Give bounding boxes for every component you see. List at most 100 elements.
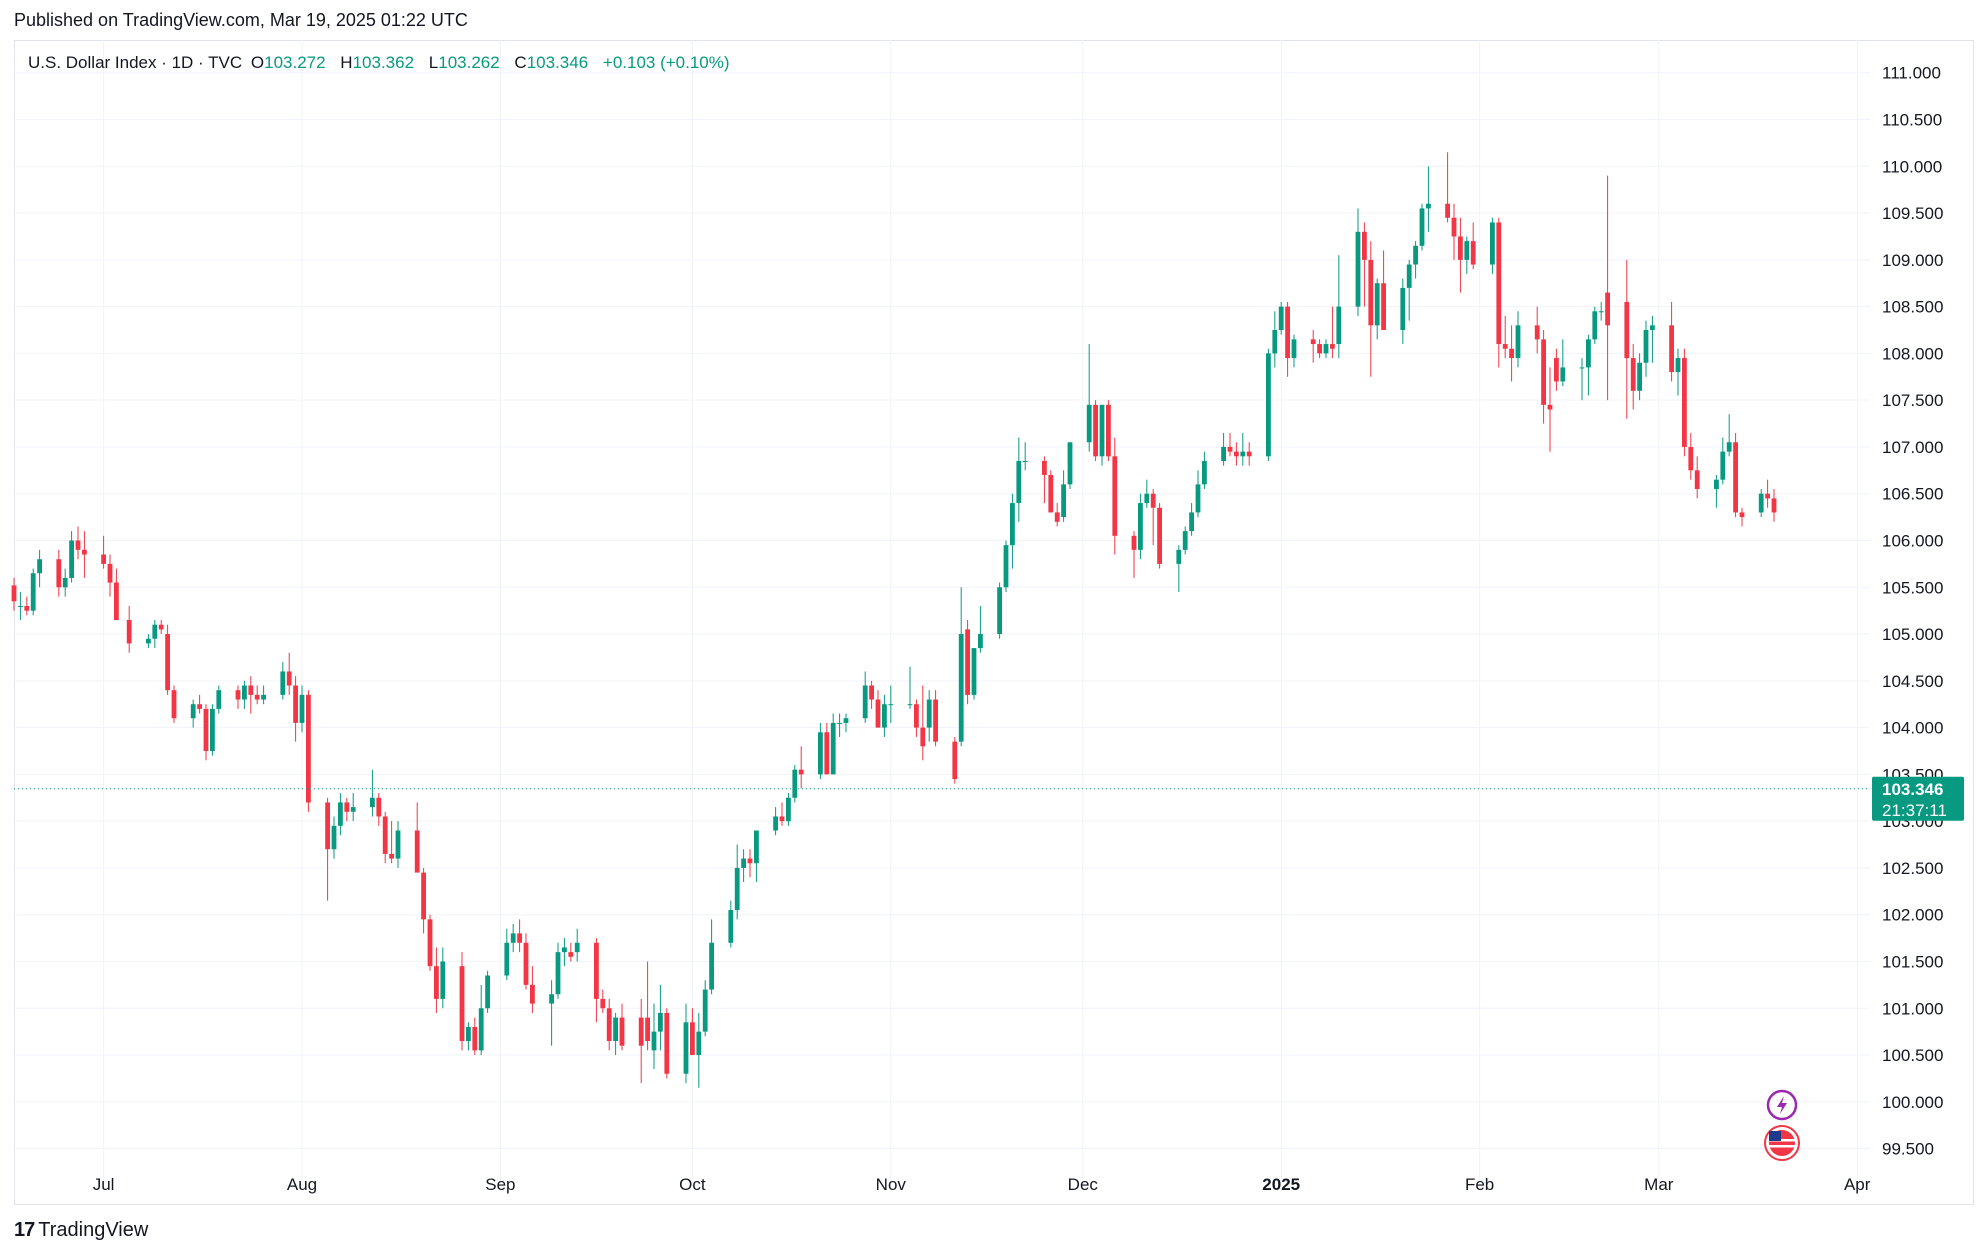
candle-body xyxy=(478,1008,484,1051)
candle xyxy=(645,961,650,1051)
candle xyxy=(664,1008,670,1079)
candle-body xyxy=(1266,353,1271,457)
candle-body xyxy=(1560,367,1566,382)
candle xyxy=(1426,166,1431,232)
candle xyxy=(683,1003,689,1084)
candle-body xyxy=(1054,512,1060,522)
candle xyxy=(1246,442,1252,466)
candle-body xyxy=(395,830,401,859)
candle-body xyxy=(1758,493,1764,513)
candle-body xyxy=(786,797,791,822)
candle xyxy=(843,713,849,733)
candle-body xyxy=(1650,325,1655,331)
candle xyxy=(1688,432,1694,480)
chart-frame[interactable] xyxy=(14,40,1974,1205)
candle xyxy=(24,596,30,616)
candle-body xyxy=(1227,446,1233,452)
candle-body xyxy=(997,587,1002,635)
price-tick-label: 101.500 xyxy=(1882,952,1943,971)
candle-body xyxy=(798,769,804,775)
candle xyxy=(126,605,132,653)
tradingview-logo[interactable]: 17 TradingView xyxy=(14,1219,148,1242)
candle xyxy=(190,699,196,728)
candle-body xyxy=(792,769,798,798)
candle xyxy=(286,652,292,695)
price-tick-label: 102.000 xyxy=(1882,906,1943,925)
candle-body xyxy=(1714,479,1719,490)
candle-body xyxy=(1285,306,1290,359)
candle xyxy=(1643,320,1649,377)
candle xyxy=(824,722,830,775)
candle-body xyxy=(1592,311,1598,340)
price-tick-label: 108.000 xyxy=(1882,344,1943,363)
candle xyxy=(1234,442,1239,466)
candle xyxy=(1739,507,1745,527)
candle xyxy=(926,690,932,742)
candle xyxy=(779,802,785,826)
candle-body xyxy=(1195,484,1201,513)
candle xyxy=(485,970,490,1013)
candle-body xyxy=(1413,245,1418,265)
candle xyxy=(1675,348,1681,396)
candle-body xyxy=(1323,344,1329,354)
symbol-legend: U.S. Dollar Index · 1D · TVC O103.272 H1… xyxy=(28,53,734,73)
candle xyxy=(798,746,804,789)
candle xyxy=(619,1003,625,1051)
candle xyxy=(907,666,913,709)
candle-body xyxy=(1099,404,1105,457)
candle xyxy=(1368,241,1374,377)
candle xyxy=(1586,334,1591,396)
candle xyxy=(1490,217,1495,274)
candle-body xyxy=(1112,456,1118,536)
candle-body xyxy=(306,694,311,803)
candle xyxy=(1720,437,1726,485)
candle-body xyxy=(261,694,266,700)
candle xyxy=(1330,306,1335,359)
candle xyxy=(728,900,734,948)
candle xyxy=(1470,222,1476,270)
candle-body xyxy=(741,858,746,868)
candle xyxy=(248,676,254,714)
price-tick-label: 105.500 xyxy=(1882,578,1943,597)
candle-body xyxy=(638,1017,644,1046)
candle-body xyxy=(1278,306,1284,331)
candle-body xyxy=(254,694,260,700)
candle-body xyxy=(1669,325,1674,373)
candle xyxy=(658,984,663,1051)
candle-body xyxy=(466,1026,471,1041)
candle-body xyxy=(862,685,868,719)
price-tick-label: 104.000 xyxy=(1882,719,1943,738)
candle-body xyxy=(1534,325,1540,340)
time-tick-label: Jul xyxy=(93,1175,115,1194)
candle-body xyxy=(1502,344,1508,349)
candle-body xyxy=(933,699,938,742)
candle xyxy=(203,704,209,761)
candle xyxy=(1630,344,1636,410)
price-tick-label: 102.500 xyxy=(1882,859,1943,878)
candle xyxy=(1534,306,1540,354)
candle xyxy=(1605,175,1610,401)
candle xyxy=(1291,334,1297,368)
candle xyxy=(1016,437,1022,522)
candle xyxy=(82,531,87,578)
candle-body xyxy=(920,727,926,747)
candle-body xyxy=(517,933,522,943)
candle-body xyxy=(350,807,356,812)
candle-body xyxy=(62,577,68,588)
candle-body xyxy=(376,797,382,817)
candle-body xyxy=(1682,358,1687,447)
candle-body xyxy=(619,1017,625,1046)
candle xyxy=(62,568,68,597)
candle-body xyxy=(293,685,298,723)
symbol-title[interactable]: U.S. Dollar Index · 1D · TVC xyxy=(28,53,243,72)
candle xyxy=(1317,339,1322,359)
candle-body xyxy=(1624,301,1630,359)
candle xyxy=(1464,236,1470,274)
candle xyxy=(261,685,266,705)
candle xyxy=(574,928,580,962)
candle-body xyxy=(414,830,420,873)
price-tick-label: 105.000 xyxy=(1882,625,1943,644)
candle xyxy=(606,998,612,1051)
candle xyxy=(1157,503,1162,569)
